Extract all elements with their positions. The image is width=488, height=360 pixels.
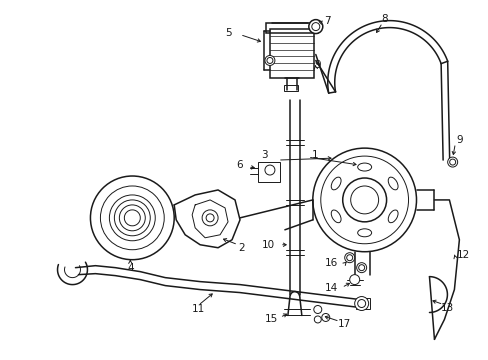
Text: 5: 5: [224, 28, 231, 37]
Circle shape: [447, 157, 457, 167]
Bar: [265, 23, 317, 32]
Circle shape: [356, 263, 366, 273]
Text: 6: 6: [236, 160, 243, 170]
Text: 10: 10: [261, 240, 274, 250]
Text: 7: 7: [324, 15, 330, 26]
Text: 11: 11: [191, 305, 204, 315]
Text: 4: 4: [127, 263, 133, 273]
Circle shape: [321, 314, 329, 321]
Circle shape: [344, 253, 354, 263]
Text: 14: 14: [325, 283, 338, 293]
Text: 3: 3: [261, 150, 268, 160]
Text: 15: 15: [265, 314, 278, 324]
Circle shape: [354, 297, 368, 310]
Bar: [355, 298, 369, 310]
Circle shape: [308, 20, 322, 33]
Bar: [258, 162, 279, 182]
Text: 17: 17: [337, 319, 350, 329]
Text: 12: 12: [456, 250, 469, 260]
Bar: [284, 85, 297, 91]
Text: 16: 16: [325, 258, 338, 268]
Circle shape: [264, 55, 274, 66]
Circle shape: [313, 306, 321, 314]
Bar: [269, 28, 313, 78]
Text: 2: 2: [238, 243, 245, 253]
Circle shape: [349, 275, 359, 285]
Text: 13: 13: [440, 302, 453, 312]
Circle shape: [264, 165, 274, 175]
Text: 9: 9: [455, 135, 462, 145]
Text: 8: 8: [381, 14, 387, 24]
Text: 9: 9: [314, 60, 321, 71]
Text: 1: 1: [311, 150, 318, 160]
